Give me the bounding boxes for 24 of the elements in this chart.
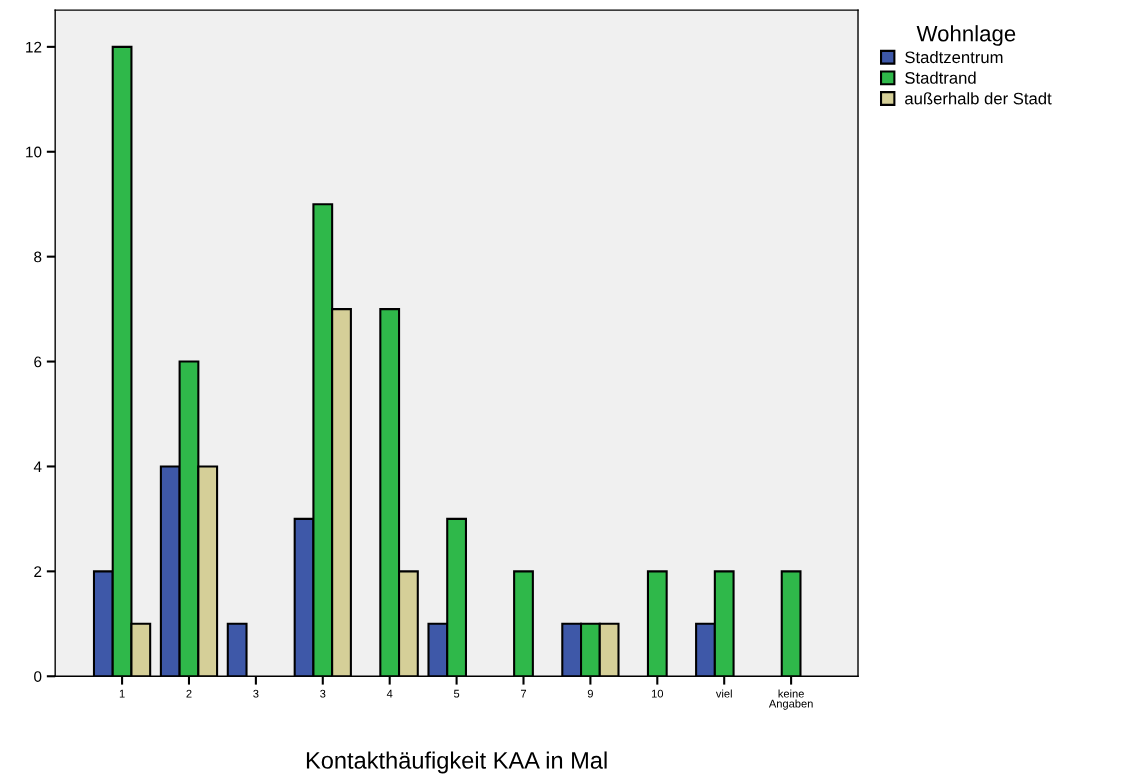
y-tick-label: 10 bbox=[26, 146, 42, 158]
x-tick-label: 10 bbox=[651, 689, 664, 698]
y-tick-label: 0 bbox=[34, 671, 42, 682]
x-tick-label: viel bbox=[715, 689, 732, 698]
x-axis-title: Kontakthäufigkeit KAA in Mal bbox=[306, 751, 607, 774]
x-tick-label: 7 bbox=[520, 689, 527, 698]
x-tick-label: keine Angaben bbox=[768, 689, 813, 710]
legend-label: Stadtrand bbox=[905, 71, 976, 84]
legend-label: Stadtzentrum bbox=[905, 50, 1003, 64]
legend-label: außerhalb der Stadt bbox=[905, 92, 1052, 105]
x-tick-label: 9 bbox=[587, 689, 593, 698]
bar bbox=[226, 622, 248, 677]
y-tick-label: 8 bbox=[34, 251, 42, 263]
x-tick-label: 3 bbox=[253, 689, 259, 698]
y-tick-label: 12 bbox=[26, 41, 42, 53]
y-tick-label: 4 bbox=[33, 461, 42, 472]
x-tick-label: 5 bbox=[453, 689, 460, 698]
x-tick-label: 4 bbox=[386, 689, 393, 698]
x-tick-label: 3 bbox=[320, 689, 326, 698]
legend-title: Wohnlage bbox=[916, 25, 1016, 46]
x-tick-label: 1 bbox=[119, 689, 125, 698]
y-tick-label: 6 bbox=[34, 356, 42, 368]
y-tick-label: 2 bbox=[34, 566, 42, 577]
x-tick-label: 2 bbox=[186, 689, 192, 698]
